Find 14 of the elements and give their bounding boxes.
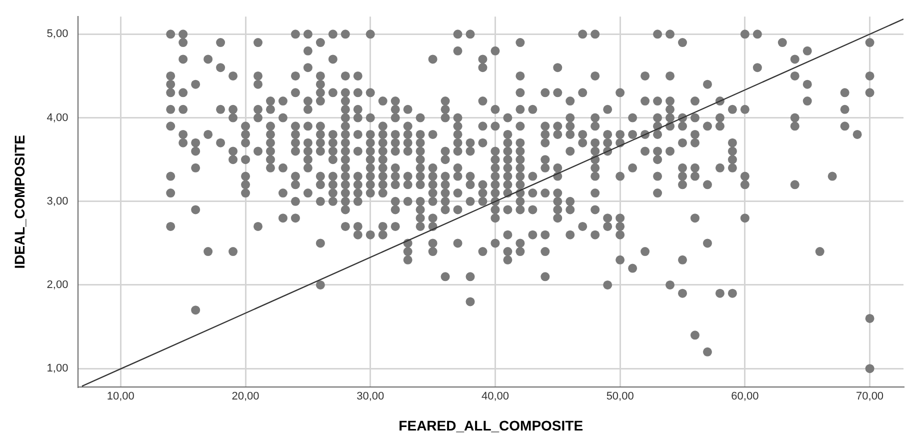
y-tick-label: 1,00: [46, 362, 68, 375]
x-tick-label: 50,00: [606, 390, 634, 403]
x-tick-label: 60,00: [731, 390, 759, 403]
x-tick-label: 30,00: [356, 390, 384, 403]
y-tick-label: 2,00: [46, 279, 68, 292]
x-axis-title: FEARED_ALL_COMPOSITE: [398, 417, 584, 434]
y-tick-label: 5,00: [46, 28, 68, 40]
y-tick-label: 4,00: [46, 112, 68, 124]
x-tick-label: 40,00: [481, 390, 509, 403]
y-axis-title: IDEAL_COMPOSITE: [11, 134, 28, 269]
y-tick-label: 3,00: [46, 195, 68, 208]
x-tick-label: 10,00: [106, 390, 134, 403]
x-tick-label: 20,00: [232, 390, 260, 403]
x-tick-label: 70,00: [856, 390, 884, 403]
